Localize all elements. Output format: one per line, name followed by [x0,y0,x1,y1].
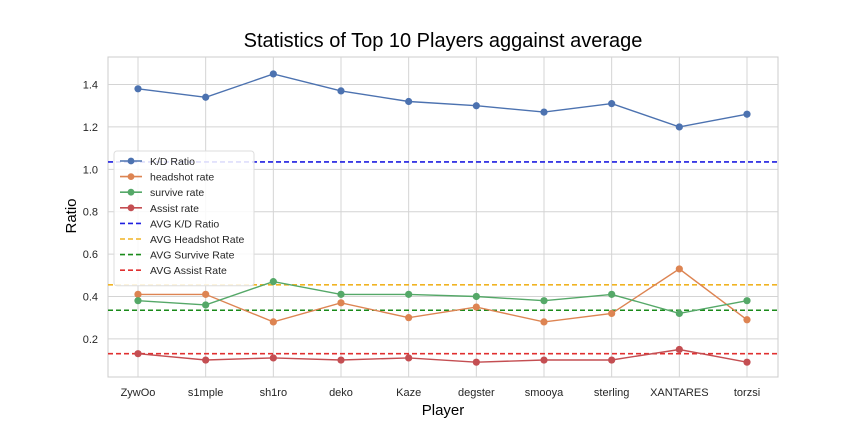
data-point [608,309,616,318]
x-tick-label: XANTARES [650,387,708,399]
data-point [405,290,413,298]
data-point [540,356,548,364]
data-point [202,356,210,364]
y-tick-label: 1.0 [83,164,98,176]
legend-marker [127,157,135,165]
x-tick-label: ZywOo [121,387,156,399]
legend-marker [127,204,135,212]
data-point [337,290,345,298]
data-point [134,85,142,93]
chart-title: Statistics of Top 10 Players aggainst av… [244,30,643,52]
series-line [137,73,748,128]
data-point [337,356,345,364]
data-point [134,350,142,358]
x-tick-label: deko [329,387,353,399]
y-tick-label: 1.2 [83,122,98,134]
data-point [472,358,480,366]
data-point [269,278,277,286]
data-point [472,292,480,301]
data-point [134,290,142,298]
data-point [743,297,751,305]
legend-label: AVG K/D Ratio [150,218,219,230]
data-point [743,110,751,118]
y-axis-label: Ratio [63,198,80,233]
data-point [540,318,548,326]
data-point [608,356,616,364]
y-tick-label: 0.8 [83,207,98,219]
x-tick-label: Kaze [396,387,421,399]
x-tick-label: smooya [525,387,564,399]
data-point [675,123,683,131]
legend-label: AVG Headshot Rate [150,234,245,246]
x-tick-label: degster [458,387,495,399]
series-line [137,348,748,363]
data-point [540,297,548,305]
legend-label: K/D Ratio [150,156,195,168]
data-point [202,301,210,309]
data-point [675,265,683,273]
data-point [472,303,480,311]
x-tick-label: sterling [594,387,629,399]
data-point [405,354,413,362]
data-point [202,290,210,298]
data-point [540,108,548,116]
x-axis-label: Player [422,402,465,419]
legend-marker [127,173,135,181]
legend-label: headshot rate [150,172,214,184]
y-tick-label: 0.4 [83,291,98,303]
data-point [337,87,345,95]
data-point [337,299,345,307]
data-point [472,102,480,110]
data-point [134,297,142,305]
legend-label: AVG Assist Rate [150,265,227,277]
y-tick-label: 0.2 [83,334,98,346]
x-tick-label: s1mple [188,387,223,399]
legend-box [113,150,255,287]
data-point [608,290,616,298]
data-point [405,97,413,106]
data-point [608,100,616,108]
data-point [675,309,683,318]
data-point [743,316,751,324]
legend-label: AVG Survive Rate [150,250,235,262]
x-tick-label: torzsi [734,387,760,399]
x-tick-label: sh1ro [260,387,288,399]
data-point [269,318,277,326]
series-line [137,280,748,315]
series-line [138,268,748,323]
legend-label: survive rate [150,187,204,199]
data-point [405,314,413,322]
y-tick-label: 0.6 [83,249,98,261]
data-point [202,93,210,101]
data-point [743,358,751,366]
legend-label: Assist rate [150,203,199,215]
legend-marker [127,188,135,196]
legend: K/D Ratio headshot rate survive rate Assist… [113,150,255,287]
data-point [675,345,683,354]
data-point [269,354,277,362]
data-point [269,70,277,78]
y-tick-label: 1.4 [83,80,98,92]
